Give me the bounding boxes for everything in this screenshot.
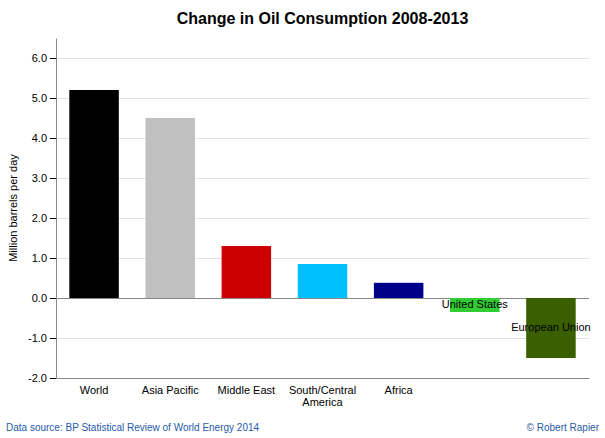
grid-line <box>56 58 589 59</box>
y-axis-title: Million barrels per day <box>7 154 19 262</box>
y-tick: 4.0 <box>32 132 56 144</box>
grid-line <box>56 138 589 139</box>
y-tick: -1.0 <box>28 332 56 344</box>
grid-line <box>56 218 589 219</box>
y-tick: 2.0 <box>32 212 56 224</box>
chart: -2.0 -1.0 0.0 1.0 2.0 3.0 4.0 5.0 6.0 World Asia P… <box>0 0 605 438</box>
y-tick-mark <box>50 338 56 339</box>
y-tick-label: 0.0 <box>32 292 47 304</box>
x-axis-line <box>57 378 590 379</box>
bar <box>374 283 423 298</box>
y-axis: -2.0 -1.0 0.0 1.0 2.0 3.0 4.0 5.0 6.0 <box>28 39 56 385</box>
y-tick-label: 2.0 <box>32 212 47 224</box>
grid-line <box>56 258 589 259</box>
x-tick-label: World <box>80 384 109 396</box>
plot: -2.0 -1.0 0.0 1.0 2.0 3.0 4.0 5.0 6.0 World Asia P… <box>28 39 591 409</box>
x-tick-label: Africa <box>385 384 414 396</box>
x-tick-label: Middle East <box>218 384 275 396</box>
y-tick-label: -1.0 <box>28 332 47 344</box>
bar <box>298 264 347 298</box>
grid-line <box>56 378 589 379</box>
bar <box>145 118 194 298</box>
x-tick-label-line: America <box>302 396 343 408</box>
y-tick-mark <box>50 58 56 59</box>
x-tick: Middle East <box>218 378 275 396</box>
y-tick-label: 4.0 <box>32 132 47 144</box>
y-tick-label: 3.0 <box>32 172 47 184</box>
y-tick-label: -2.0 <box>28 372 47 384</box>
y-tick-label: 5.0 <box>32 92 47 104</box>
credit: © Robert Rapier <box>527 422 600 433</box>
bar <box>222 246 271 298</box>
y-tick-mark <box>50 378 56 379</box>
bar-annotation: European Union <box>511 321 591 333</box>
source: Data source: BP Statistical Review of Wo… <box>6 422 260 433</box>
grid-line <box>56 98 589 99</box>
y-axis-line <box>56 39 57 379</box>
bars <box>69 90 575 358</box>
bar-annotations: United StatesEuropean Union <box>442 298 591 333</box>
x-tick: World <box>80 378 109 396</box>
grid-line <box>56 338 589 339</box>
y-tick-mark <box>50 298 56 299</box>
x-axis: World Asia Pacific Middle East South/Centra… <box>57 378 590 408</box>
y-tick-label: 6.0 <box>32 52 47 64</box>
y-tick: 0.0 <box>32 292 56 304</box>
x-tick: South/CentralAmerica <box>289 378 356 408</box>
y-tick-mark <box>50 218 56 219</box>
grid-line <box>56 178 589 179</box>
y-tick: 1.0 <box>32 252 56 264</box>
y-tick-mark <box>50 98 56 99</box>
bar <box>69 90 118 298</box>
x-tick-label: South/CentralAmerica <box>289 384 356 409</box>
x-tick-label: Asia Pacific <box>142 384 199 396</box>
y-tick-mark <box>50 258 56 259</box>
x-tick: Asia Pacific <box>142 378 199 396</box>
grid <box>56 58 589 378</box>
y-tick: 6.0 <box>32 52 56 64</box>
bar-annotation: United States <box>442 298 509 310</box>
x-tick-label-line: South/Central <box>289 384 356 396</box>
y-tick: 5.0 <box>32 92 56 104</box>
y-tick-mark <box>50 178 56 179</box>
y-tick-label: 1.0 <box>32 252 47 264</box>
x-tick: Africa <box>385 378 414 396</box>
title: Change in Oil Consumption 2008-2013 <box>177 10 469 27</box>
y-tick: -2.0 <box>28 372 56 384</box>
y-tick: 3.0 <box>32 172 56 184</box>
y-tick-mark <box>50 138 56 139</box>
